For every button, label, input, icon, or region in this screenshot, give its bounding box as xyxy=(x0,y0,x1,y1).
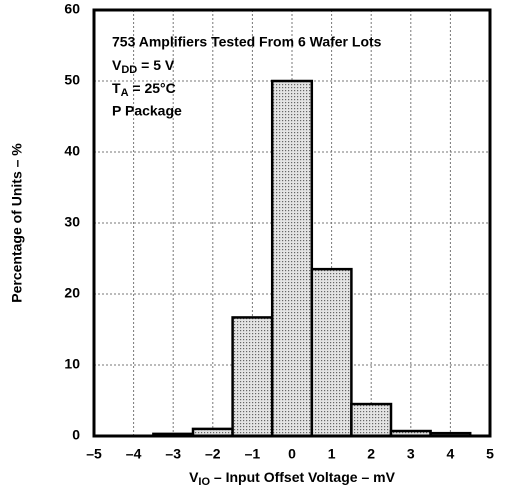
x-tick-label: –1 xyxy=(245,446,261,462)
y-tick-label: 60 xyxy=(64,1,80,17)
y-tick-label: 20 xyxy=(64,285,80,301)
annotation: TA = 25°C xyxy=(112,80,176,99)
x-tick-label: –4 xyxy=(126,446,142,462)
bar xyxy=(350,402,393,438)
y-tick-label: 50 xyxy=(64,72,80,88)
x-tick-label: 3 xyxy=(407,446,415,462)
plot-frame xyxy=(92,8,492,438)
x-tick-label: 1 xyxy=(328,446,336,462)
x-tick-label: –5 xyxy=(86,446,102,462)
x-tick-label: –3 xyxy=(165,446,181,462)
annotation: 753 Amplifiers Tested From 6 Wafer Lots xyxy=(112,34,382,50)
annotation: P Package xyxy=(112,103,182,119)
x-tick-label: –2 xyxy=(205,446,221,462)
x-tick-label: 2 xyxy=(367,446,375,462)
y-tick-label: 30 xyxy=(64,214,80,230)
x-tick-label: 0 xyxy=(288,446,296,462)
y-axis-label: Percentage of Units – % xyxy=(9,143,25,303)
y-tick-label: 10 xyxy=(64,356,80,372)
x-axis-label: VIO – Input Offset Voltage – mV xyxy=(189,469,396,488)
bar xyxy=(270,79,314,438)
bar xyxy=(231,316,274,438)
x-tick-label: 5 xyxy=(486,446,494,462)
y-tick-label: 40 xyxy=(64,143,80,159)
bar xyxy=(310,267,353,438)
annotation: VDD = 5 V xyxy=(112,57,175,76)
y-tick-label: 0 xyxy=(72,427,80,443)
x-tick-label: 4 xyxy=(447,446,455,462)
